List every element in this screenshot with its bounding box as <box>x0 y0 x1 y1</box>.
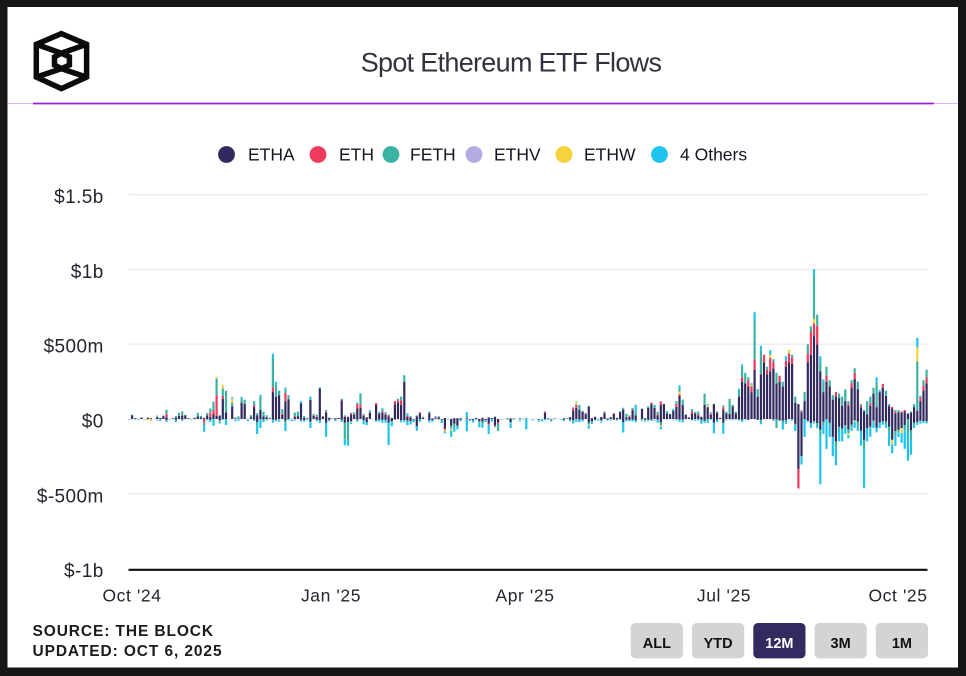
svg-text:1M: 1M <box>892 636 912 652</box>
svg-text:3M: 3M <box>831 636 851 652</box>
svg-text:$-500m: $-500m <box>37 486 104 507</box>
svg-text:Spot Ethereum ETF Flows: Spot Ethereum ETF Flows <box>361 48 662 78</box>
svg-text:ETHV: ETHV <box>494 145 541 165</box>
svg-text:ETH: ETH <box>339 145 374 165</box>
svg-text:$-1b: $-1b <box>64 561 104 582</box>
svg-text:$0: $0 <box>82 412 104 433</box>
svg-text:ETHW: ETHW <box>584 145 636 165</box>
svg-text:$1.5b: $1.5b <box>54 187 104 208</box>
svg-text:$500m: $500m <box>44 337 104 358</box>
svg-text:ALL: ALL <box>643 636 671 652</box>
svg-text:FETH: FETH <box>410 145 456 165</box>
svg-text:ETHA: ETHA <box>248 145 295 165</box>
svg-text:$1b: $1b <box>71 262 104 283</box>
svg-text:Jul '25: Jul '25 <box>697 585 751 605</box>
svg-text:Jan '25: Jan '25 <box>301 585 361 605</box>
svg-text:12M: 12M <box>765 636 793 652</box>
svg-text:Apr '25: Apr '25 <box>495 585 554 605</box>
svg-text:4 Others: 4 Others <box>680 145 747 165</box>
svg-text:Oct '25: Oct '25 <box>868 585 927 605</box>
svg-text:SOURCE: THE BLOCK: SOURCE: THE BLOCK <box>33 623 215 640</box>
svg-text:YTD: YTD <box>704 636 733 652</box>
svg-text:Oct '24: Oct '24 <box>102 585 161 605</box>
svg-text:UPDATED: OCT 6, 2025: UPDATED: OCT 6, 2025 <box>33 643 223 660</box>
